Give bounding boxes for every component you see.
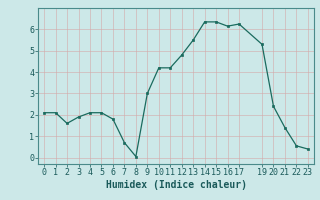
X-axis label: Humidex (Indice chaleur): Humidex (Indice chaleur) — [106, 180, 246, 190]
